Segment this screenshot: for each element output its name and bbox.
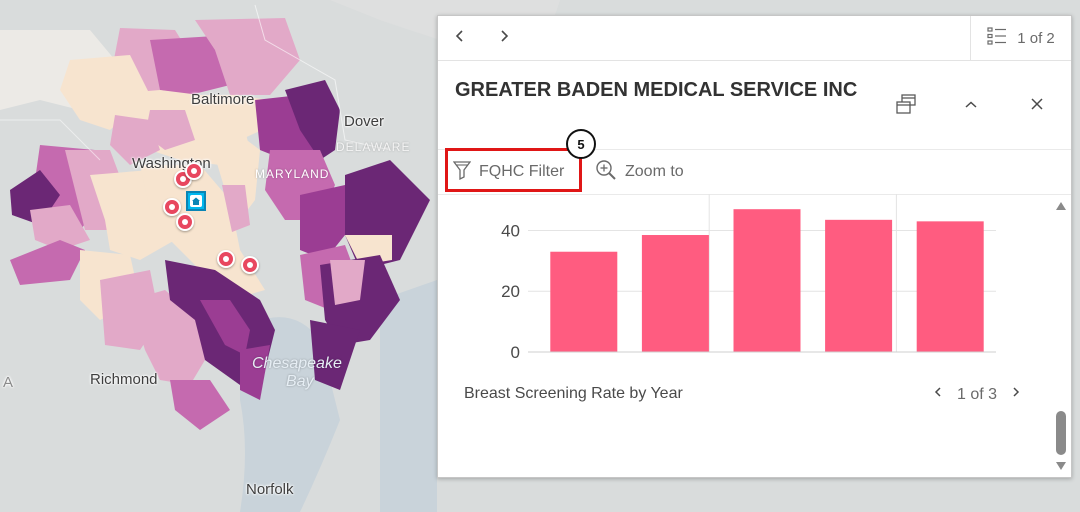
chart-bar	[550, 251, 618, 352]
map-label-partial: A	[3, 374, 14, 391]
previous-feature-button[interactable]	[438, 16, 482, 60]
annotation-step-badge: 5	[566, 129, 596, 159]
map-label-maryland: MARYLAND	[255, 167, 330, 181]
close-icon	[1030, 97, 1044, 116]
fqhc-marker[interactable]	[185, 162, 203, 180]
caret-up-icon	[1055, 198, 1067, 216]
region	[180, 95, 270, 140]
region	[240, 345, 270, 400]
collapse-button[interactable]	[955, 90, 987, 122]
chevron-up-icon	[964, 97, 978, 115]
chart-bar	[733, 209, 801, 352]
next-feature-button[interactable]	[482, 16, 526, 60]
fqhc-filter-label: FQHC Filter	[479, 163, 565, 180]
map-label-dover: Dover	[344, 113, 385, 130]
scroll-up-button[interactable]	[1055, 201, 1067, 213]
region	[10, 240, 85, 285]
home-icon	[190, 195, 202, 207]
region	[130, 290, 205, 385]
feature-count-label: 1 of 2	[1017, 29, 1055, 47]
state-boundary	[0, 119, 101, 161]
region	[285, 80, 340, 160]
dock-button[interactable]	[890, 90, 922, 122]
popup-scrollbar[interactable]	[1055, 201, 1067, 473]
media-page-label: 1 of 3	[956, 385, 997, 403]
map-label-delaware: DELAWARE	[336, 140, 411, 154]
region	[300, 185, 345, 260]
region	[200, 300, 250, 355]
feature-popup: 1 of 2 GREATER BADEN MEDICAL SERVICE INC	[437, 15, 1072, 478]
scroll-thumb[interactable]	[1056, 411, 1066, 455]
popup-actions-bar: FQHC Filter Zoom to	[438, 149, 1071, 195]
map-label-baltimore: Baltimore	[191, 91, 255, 108]
region	[170, 380, 230, 430]
atlantic-water	[380, 280, 437, 512]
map-label-chesapeake: Chesapeake	[252, 355, 342, 372]
map-label-bay: Bay	[286, 373, 314, 390]
region	[222, 185, 250, 232]
chart-bar	[825, 219, 893, 352]
caret-down-icon	[1055, 458, 1067, 476]
chevron-left-icon	[454, 29, 466, 48]
media-previous-button[interactable]	[933, 385, 943, 404]
fqhc-marker[interactable]	[217, 250, 235, 268]
chart-bar	[916, 221, 984, 352]
region	[330, 260, 365, 305]
chart-y-tick-label: 20	[501, 282, 520, 301]
region	[310, 320, 360, 390]
feature-list-button[interactable]: 1 of 2	[970, 16, 1071, 60]
media-pager: 1 of 3	[933, 385, 1021, 404]
region	[30, 205, 90, 250]
chevron-left-icon	[933, 385, 943, 404]
chart-caption: Breast Screening Rate by Year	[464, 385, 683, 402]
state-boundary	[254, 4, 391, 151]
zoom-in-icon	[595, 159, 617, 186]
fqhc-marker[interactable]	[176, 213, 194, 231]
chart-y-tick-label: 40	[501, 221, 520, 240]
filter-icon	[452, 160, 472, 185]
region	[150, 36, 230, 95]
scroll-down-button[interactable]	[1055, 461, 1067, 473]
bar-chart: 0 20 40	[501, 194, 996, 362]
selected-fqhc-marker[interactable]	[186, 191, 206, 211]
fqhc-filter-action[interactable]: FQHC Filter	[452, 150, 565, 194]
list-icon	[987, 26, 1007, 50]
chevron-right-icon	[498, 29, 510, 48]
zoom-to-action[interactable]: Zoom to	[595, 150, 684, 194]
fqhc-marker[interactable]	[241, 256, 259, 274]
popup-title: GREATER BADEN MEDICAL SERVICE INC	[455, 79, 858, 101]
map-label-norfolk: Norfolk	[246, 481, 294, 498]
dock-icon	[895, 93, 917, 120]
close-button[interactable]	[1021, 90, 1053, 122]
map-label-richmond: Richmond	[90, 371, 158, 388]
region	[195, 18, 300, 95]
fqhc-marker[interactable]	[163, 198, 181, 216]
popup-topbar: 1 of 2	[438, 16, 1071, 61]
region	[110, 115, 160, 165]
zoom-to-label: Zoom to	[625, 163, 684, 180]
media-next-button[interactable]	[1011, 385, 1021, 404]
region	[145, 110, 195, 150]
chart-container: 0 20 40	[438, 194, 1050, 384]
chart-y-tick-label: 0	[511, 343, 520, 362]
chevron-right-icon	[1011, 385, 1021, 404]
region	[210, 135, 260, 220]
chart-bar	[641, 235, 709, 352]
